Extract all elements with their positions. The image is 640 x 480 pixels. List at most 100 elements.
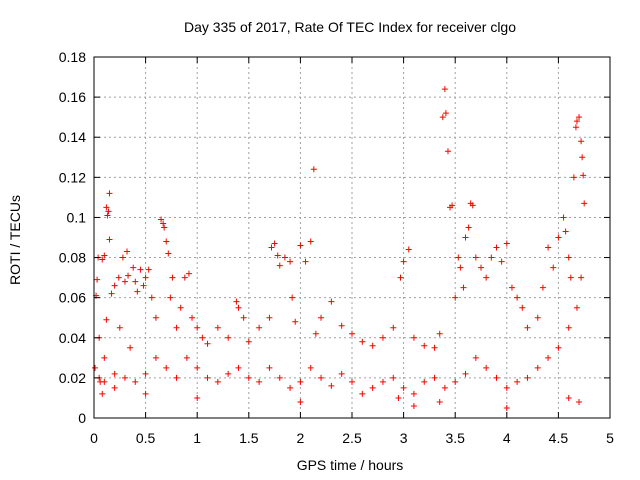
data-point [469,202,476,209]
data-point [287,258,294,265]
data-point [152,314,159,321]
data-point [545,354,552,361]
y-tick-label: 0.1 [67,209,87,225]
x-axis-label: GPS time / hours [297,457,404,473]
data-point [240,314,247,321]
data-point [452,294,459,301]
gridlines [94,57,610,418]
y-tick-label: 0.02 [59,370,86,386]
data-point [101,252,108,259]
data-point [395,394,402,401]
data-point [173,374,180,381]
data-point [99,390,106,397]
data-point [289,294,296,301]
data-point [177,304,184,311]
data-point [134,288,141,295]
data-point [297,242,304,249]
data-point [457,264,464,271]
data-point [369,384,376,391]
data-point [111,384,118,391]
data-point [545,244,552,251]
data-point [297,398,304,405]
data-point [576,398,583,405]
data-point [578,274,585,281]
data-point [503,240,510,247]
data-point [204,340,211,347]
data-point [145,266,152,273]
tick-marks [93,56,611,419]
data-point [106,190,113,197]
x-tick-label: 1.5 [239,430,259,446]
data-point [436,398,443,405]
data-point [478,264,484,271]
data-point [573,304,580,311]
data-point [127,344,134,351]
data-point [297,378,304,385]
data-point [400,384,407,391]
data-point [101,354,108,361]
data-point [225,334,232,341]
data-point [292,318,299,325]
data-point [194,324,201,331]
data-point [92,364,99,371]
data-point [163,238,170,245]
data-point [400,258,407,265]
data-point [514,378,521,385]
data-point [132,278,139,285]
data-point [276,262,283,269]
data-point [539,284,546,291]
data-point [483,274,490,281]
y-tick-label: 0 [78,410,86,426]
data-point [410,334,417,341]
y-tick-label: 0.14 [59,129,86,145]
data-point [124,248,131,255]
data-point [572,124,579,131]
data-point [349,330,355,337]
data-point [534,364,541,371]
data-point [307,364,314,371]
data-point [462,234,469,241]
data-point [534,314,541,321]
data-point [573,118,580,125]
data-point [455,254,462,261]
data-point [158,216,165,223]
data-point [441,86,448,93]
data-point [472,254,479,261]
data-point [307,238,314,245]
data-point [483,364,490,371]
data-point [183,354,190,361]
data-point [181,274,188,281]
data-point [369,342,376,349]
data-point [567,274,574,281]
data-point [105,208,112,215]
data-point [101,378,108,385]
data-point [142,370,149,377]
data-point [562,228,569,235]
x-tick-labels: 0 0.5 1 1.5 2 2.5 3 3.5 4 4.5 5 [90,430,614,446]
data-point [565,254,572,261]
x-tick-label: 0 [90,430,98,446]
data-point [94,276,101,283]
data-point [581,200,588,207]
y-tick-label: 0.04 [59,330,86,346]
data-point [465,224,472,231]
data-point [524,324,531,331]
data-point [349,378,355,385]
data-point [130,264,137,271]
data-point [108,290,115,297]
data-point [359,338,366,345]
data-point [115,274,122,281]
data-point [142,390,149,397]
data-point [225,370,232,377]
data-point [493,244,500,251]
data-point [390,324,397,331]
data-point [235,304,242,311]
data-point [397,274,404,281]
data-point [302,258,309,265]
data-point [256,324,263,331]
data-point [111,282,118,289]
data-point [444,148,451,155]
data-point [274,252,281,259]
y-tick-label: 0.18 [59,49,86,65]
data-point [441,384,448,391]
